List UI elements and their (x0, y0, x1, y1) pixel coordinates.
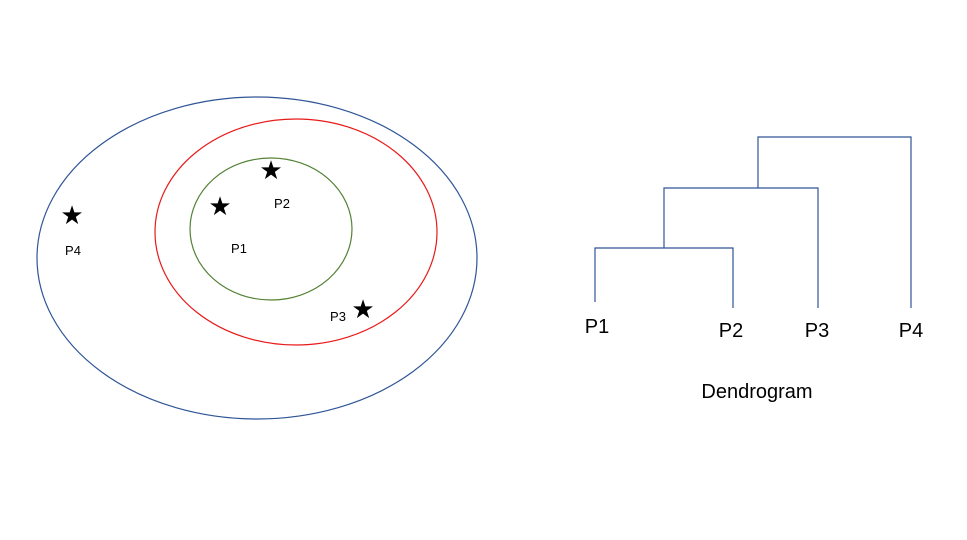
p1-star-icon: ★ (208, 192, 231, 222)
middle-cluster-ellipse (154, 118, 438, 346)
p2-star-icon: ★ (259, 156, 282, 186)
p2-point-label: P2 (274, 196, 290, 211)
dendrogram-branch-p1-p2 (594, 247, 734, 308)
p1-point-label: P1 (231, 241, 247, 256)
dendrogram-leaf-p3: P3 (805, 320, 829, 342)
dendrogram-leaf-p1: P1 (585, 316, 609, 338)
p4-star-icon: ★ (60, 201, 83, 231)
dendrogram-leaf-p2: P2 (719, 320, 743, 342)
dendrogram-caption: Dendrogram (701, 381, 812, 403)
dendrogram: P1 P2 P3 P4 Dendrogram (585, 136, 923, 403)
inner-cluster-ellipse (189, 157, 353, 301)
outer-cluster-ellipse (36, 96, 478, 420)
cluster-view: ★ P1 ★ P2 ★ P3 ★ P4 (36, 96, 478, 420)
p3-point-label: P3 (330, 309, 346, 324)
p4-point-label: P4 (65, 243, 81, 258)
dendrogram-branch-p123-p4 (757, 136, 912, 308)
dendrogram-leaf-p4: P4 (899, 320, 923, 342)
dendrogram-branch-p12-p3 (663, 187, 819, 308)
p3-star-icon: ★ (351, 295, 374, 325)
